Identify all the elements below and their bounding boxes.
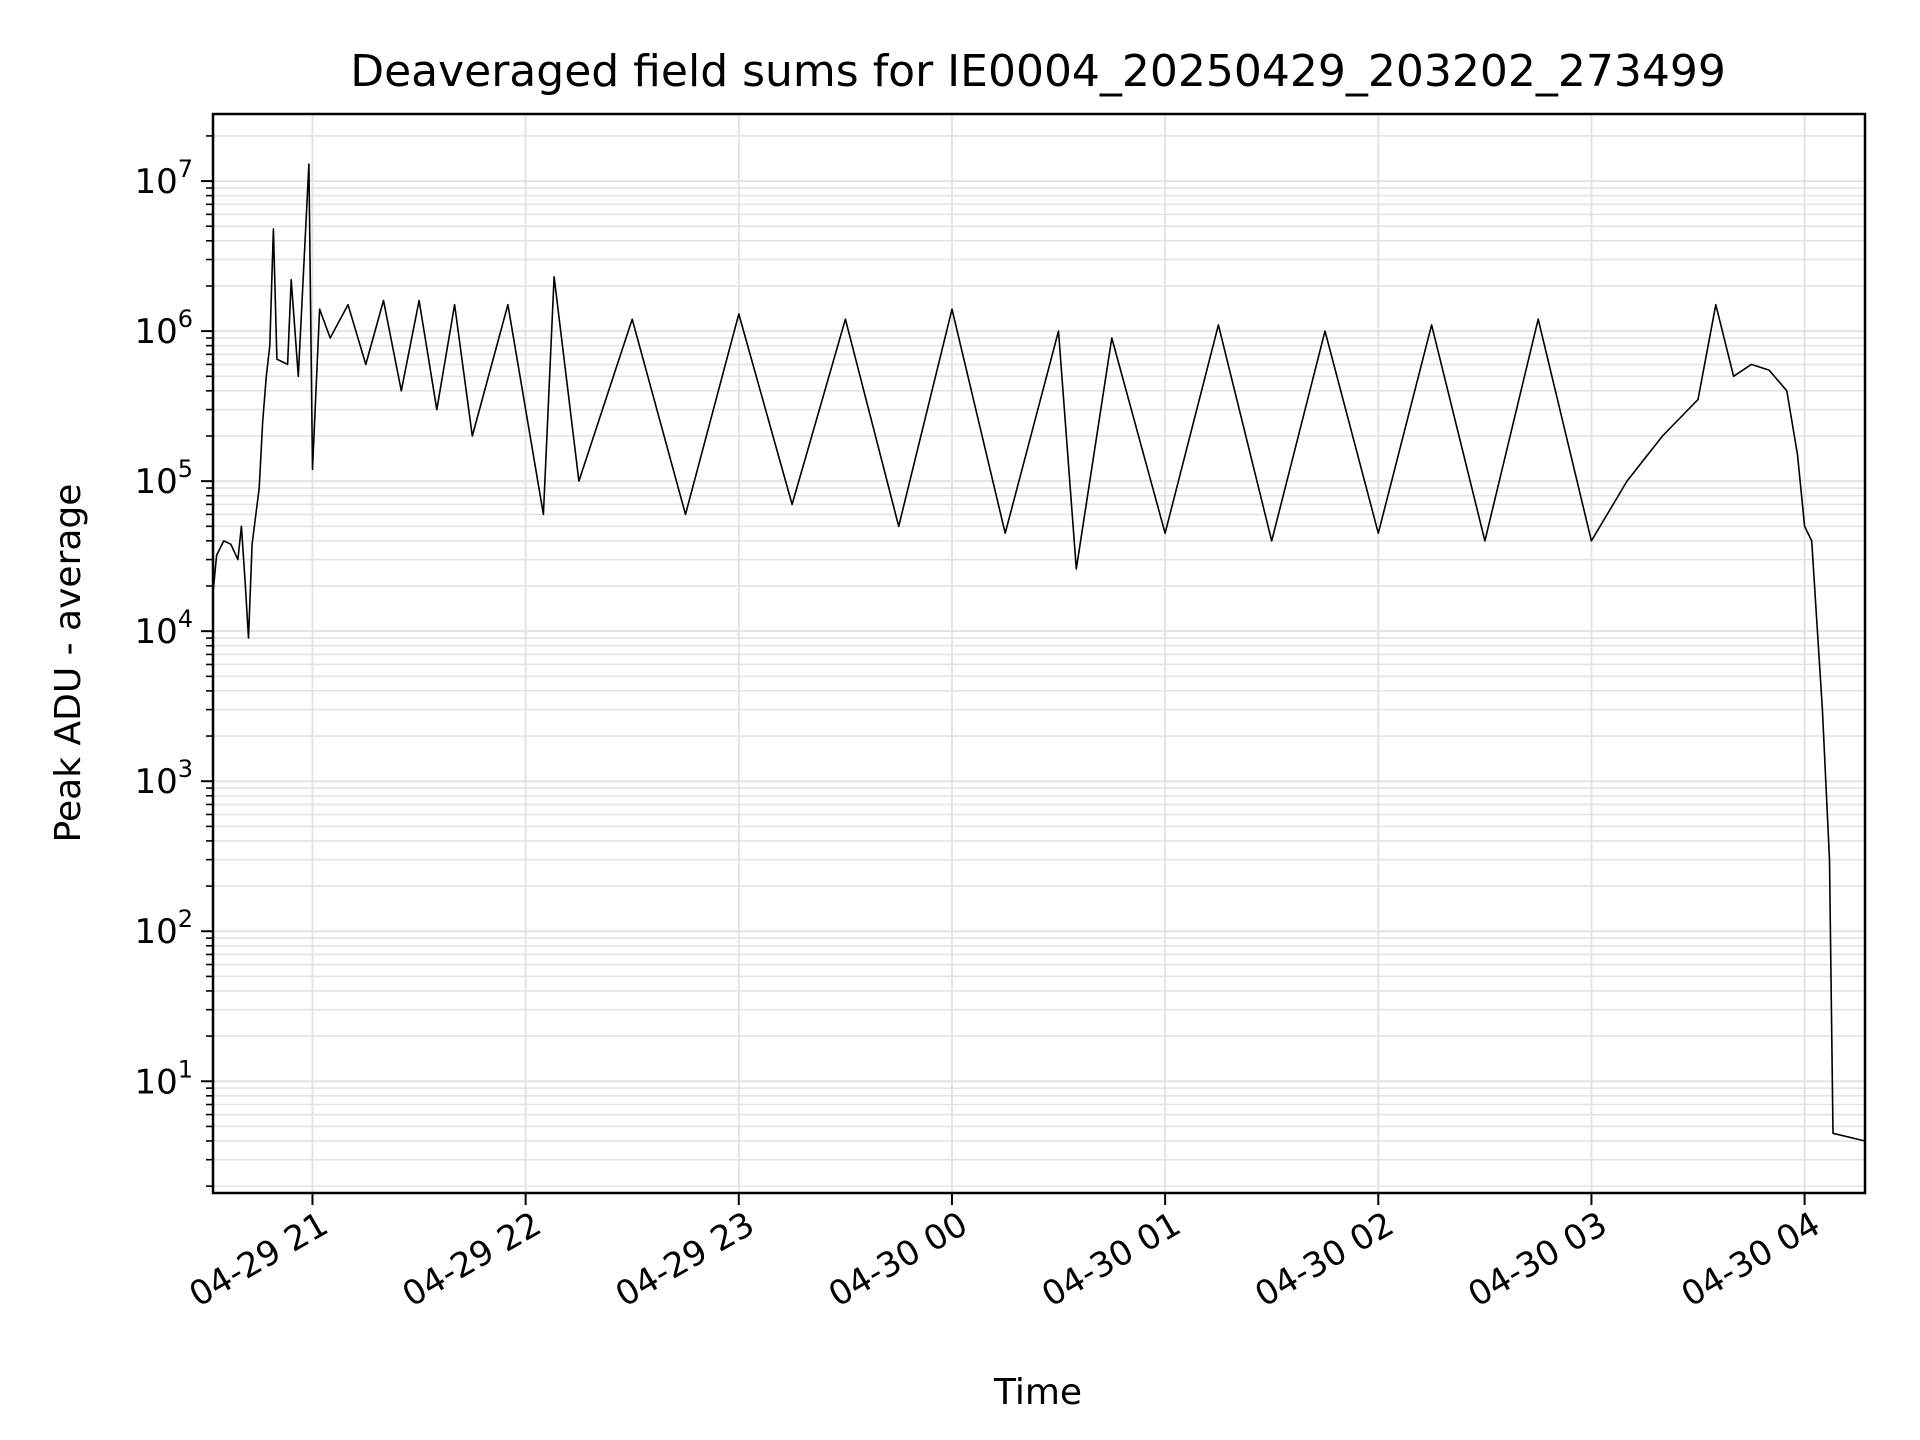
y-tick-label: 106	[134, 305, 193, 352]
y-tick-label: 101	[134, 1055, 193, 1102]
y-axis: 101 102 103 104 105 106 107	[134, 135, 213, 1187]
y-tick-label: 102	[134, 905, 193, 952]
chart-title: Deaveraged field sums for IE0004_2025042…	[350, 46, 1726, 97]
series-line	[212, 163, 1866, 1142]
y-tick-label: 103	[134, 755, 193, 802]
y-tick-label: 105	[134, 455, 193, 502]
y-tick-label: 104	[134, 605, 193, 652]
plot-frame	[211, 112, 1867, 1195]
x-axis-label: Time	[993, 1372, 1082, 1413]
grid-lines	[213, 114, 1865, 1193]
y-tick-label: 107	[134, 155, 193, 202]
series-group	[212, 163, 1866, 1142]
y-axis-label: Peak ADU - average	[48, 484, 89, 843]
